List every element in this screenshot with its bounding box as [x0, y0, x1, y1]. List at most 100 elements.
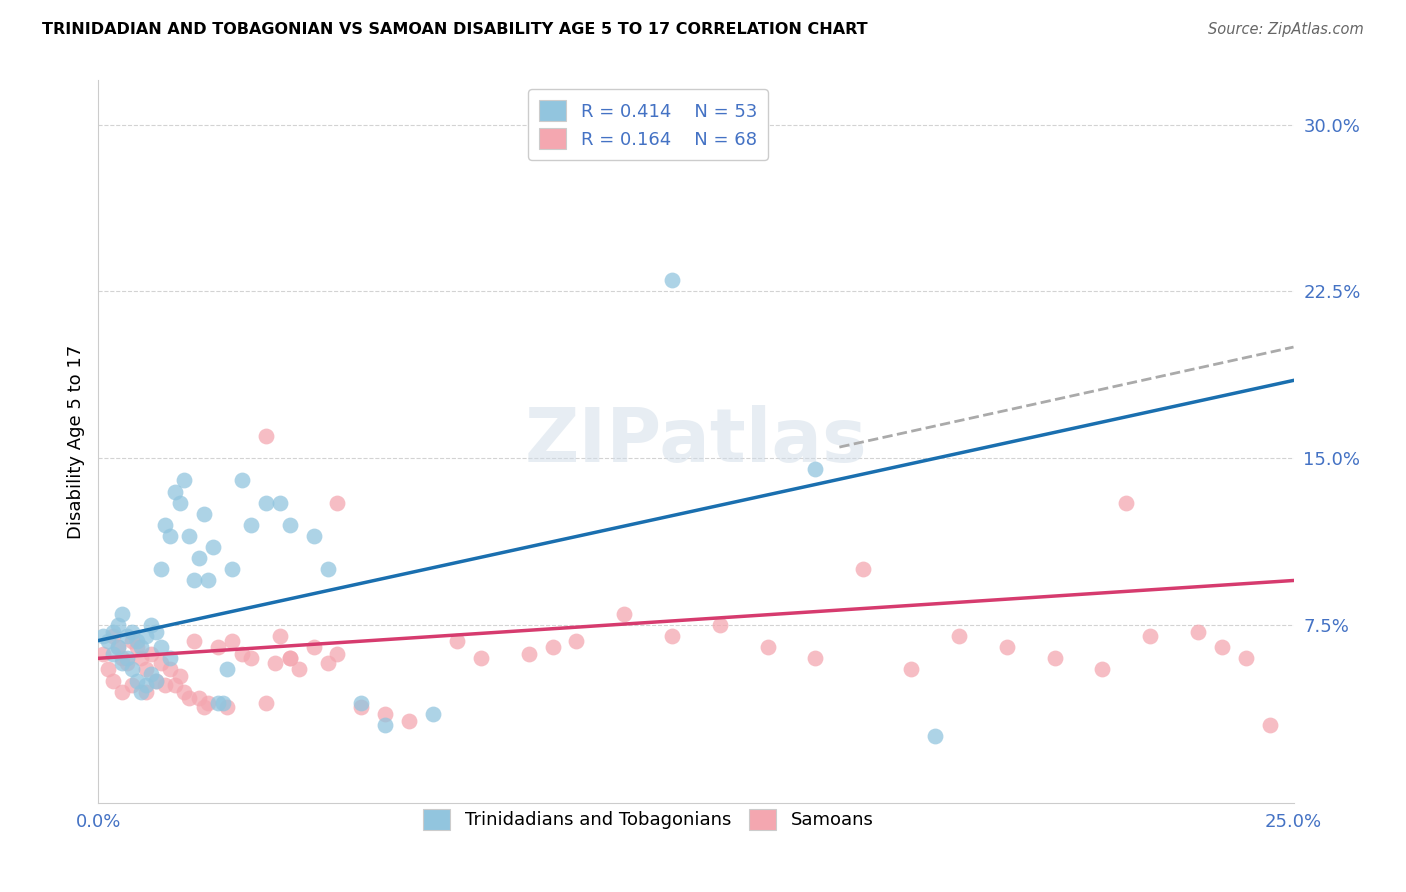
Point — [948, 629, 970, 643]
Point — [193, 507, 215, 521]
Point — [231, 647, 253, 661]
Point — [121, 678, 143, 692]
Point — [111, 607, 134, 621]
Point — [139, 618, 162, 632]
Point — [197, 696, 219, 710]
Point — [207, 696, 229, 710]
Point — [1115, 496, 1137, 510]
Point — [169, 496, 191, 510]
Point — [217, 662, 239, 676]
Point — [541, 640, 564, 655]
Point — [900, 662, 922, 676]
Point — [111, 656, 134, 670]
Point — [115, 629, 138, 643]
Point — [149, 640, 172, 655]
Point — [1091, 662, 1114, 676]
Point — [101, 673, 124, 688]
Point — [221, 562, 243, 576]
Point — [661, 629, 683, 643]
Point — [202, 540, 225, 554]
Point — [159, 662, 181, 676]
Point — [254, 429, 277, 443]
Point — [565, 633, 588, 648]
Point — [804, 462, 827, 476]
Point — [211, 696, 233, 710]
Point — [131, 640, 153, 655]
Point — [193, 700, 215, 714]
Point — [131, 684, 153, 698]
Point — [91, 629, 114, 643]
Point — [613, 607, 636, 621]
Point — [1211, 640, 1233, 655]
Point — [422, 706, 444, 721]
Point — [254, 496, 277, 510]
Point — [316, 656, 339, 670]
Point — [183, 633, 205, 648]
Point — [159, 529, 181, 543]
Point — [470, 651, 492, 665]
Point — [446, 633, 468, 648]
Point — [101, 647, 124, 661]
Point — [179, 691, 201, 706]
Point — [155, 678, 177, 692]
Y-axis label: Disability Age 5 to 17: Disability Age 5 to 17 — [66, 344, 84, 539]
Point — [125, 673, 148, 688]
Point — [231, 474, 253, 488]
Point — [924, 729, 946, 743]
Point — [145, 673, 167, 688]
Point — [221, 633, 243, 648]
Point — [207, 640, 229, 655]
Point — [217, 700, 239, 714]
Point — [107, 640, 129, 655]
Point — [756, 640, 779, 655]
Point — [852, 562, 875, 576]
Text: TRINIDADIAN AND TOBAGONIAN VS SAMOAN DISABILITY AGE 5 TO 17 CORRELATION CHART: TRINIDADIAN AND TOBAGONIAN VS SAMOAN DIS… — [42, 22, 868, 37]
Point — [121, 624, 143, 639]
Point — [374, 718, 396, 732]
Point — [173, 684, 195, 698]
Point — [107, 640, 129, 655]
Point — [240, 651, 263, 665]
Point — [155, 517, 177, 532]
Point — [121, 633, 143, 648]
Point — [398, 714, 420, 728]
Point — [288, 662, 311, 676]
Point — [1258, 718, 1281, 732]
Point — [1139, 629, 1161, 643]
Point — [145, 624, 167, 639]
Point — [101, 624, 124, 639]
Point — [278, 651, 301, 665]
Point — [163, 484, 186, 499]
Point — [197, 574, 219, 588]
Point — [101, 629, 124, 643]
Point — [264, 656, 287, 670]
Point — [149, 562, 172, 576]
Point — [240, 517, 263, 532]
Point — [350, 700, 373, 714]
Point — [995, 640, 1018, 655]
Point — [374, 706, 396, 721]
Point — [661, 273, 683, 287]
Point — [149, 656, 172, 670]
Point — [173, 474, 195, 488]
Point — [1043, 651, 1066, 665]
Point — [302, 640, 325, 655]
Point — [163, 678, 186, 692]
Point — [1187, 624, 1209, 639]
Point — [145, 673, 167, 688]
Point — [135, 662, 157, 676]
Point — [139, 647, 162, 661]
Point — [254, 696, 277, 710]
Point — [97, 633, 120, 648]
Point — [111, 651, 134, 665]
Point — [269, 496, 291, 510]
Legend: Trinidadians and Tobagonians, Samoans: Trinidadians and Tobagonians, Samoans — [416, 802, 880, 837]
Point — [278, 651, 301, 665]
Point — [159, 651, 181, 665]
Point — [187, 691, 209, 706]
Point — [179, 529, 201, 543]
Point — [91, 647, 114, 661]
Point — [135, 629, 157, 643]
Point — [135, 678, 157, 692]
Point — [121, 662, 143, 676]
